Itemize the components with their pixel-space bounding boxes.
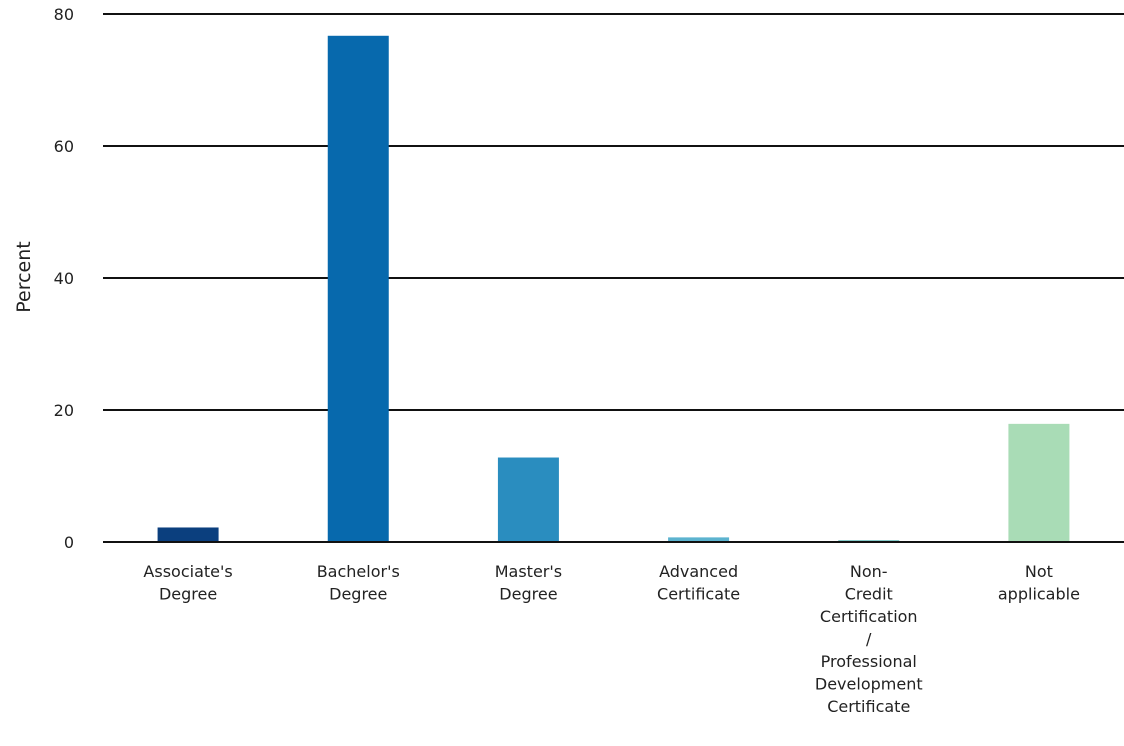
y-tick-label: 80 bbox=[54, 5, 74, 24]
x-tick-label-line: Master's bbox=[495, 562, 562, 581]
x-tick-label: Non- Credit Certification / Professional Deve… bbox=[815, 562, 923, 716]
gridlines bbox=[103, 13, 1124, 411]
x-tick-label: Associate's Degree bbox=[143, 562, 232, 604]
x-tick-label-line: Degree bbox=[329, 585, 387, 604]
bar bbox=[327, 35, 389, 542]
x-tick-label-line: Credit bbox=[845, 585, 893, 604]
x-tick-label-line: Degree bbox=[499, 585, 557, 604]
x-tick-label-line: Certification bbox=[820, 607, 918, 626]
x-tick-label: Master's Degree bbox=[495, 562, 562, 604]
y-axis-label: Percent bbox=[13, 241, 35, 313]
bar bbox=[157, 527, 219, 542]
x-tick-label-line: Not bbox=[1025, 562, 1053, 581]
bar bbox=[668, 537, 730, 542]
x-tick-label-line: Development bbox=[815, 675, 923, 694]
x-tick-label-line: applicable bbox=[998, 585, 1080, 604]
x-tick-label-line: Advanced bbox=[659, 562, 738, 581]
x-tick-label-line: Certificate bbox=[657, 585, 740, 604]
x-tick-label-line: Bachelor's bbox=[317, 562, 400, 581]
bar bbox=[1008, 423, 1070, 542]
y-tick-label: 60 bbox=[54, 137, 74, 156]
x-tick-label: Advanced Certificate bbox=[657, 562, 740, 604]
x-tick-label-line: Degree bbox=[159, 585, 217, 604]
x-tick-label-line: Associate's bbox=[143, 562, 232, 581]
y-tick-label: 40 bbox=[54, 269, 74, 288]
bar bbox=[497, 457, 559, 542]
x-tick-label-line: / bbox=[866, 630, 872, 649]
x-tick-label-line: Non- bbox=[850, 562, 888, 581]
y-tick-label: 20 bbox=[54, 401, 74, 420]
y-tick-label: 0 bbox=[64, 533, 74, 552]
x-tick-label-line: Certificate bbox=[827, 697, 910, 716]
y-tick-labels: 0 20 40 60 80 bbox=[54, 5, 74, 552]
x-tick-label: Bachelor's Degree bbox=[317, 562, 400, 604]
x-tick-label: Not applicable bbox=[998, 562, 1080, 604]
bars bbox=[157, 35, 1070, 542]
x-tick-label-line: Professional bbox=[821, 652, 917, 671]
